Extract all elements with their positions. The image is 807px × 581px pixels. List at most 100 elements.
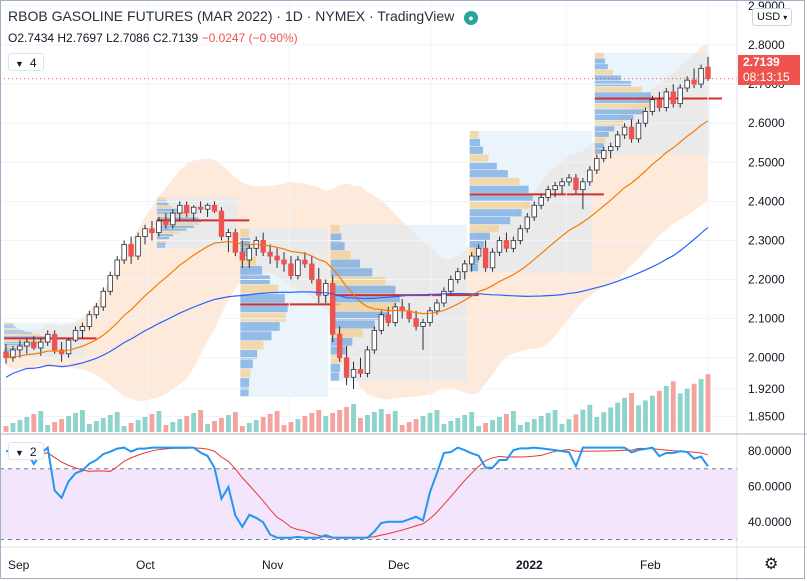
candle-body <box>364 349 371 374</box>
volume-profile-bar <box>469 177 520 186</box>
volume-bar <box>455 418 461 432</box>
candle-body <box>295 259 301 277</box>
volume-profile-bar <box>156 222 200 226</box>
candle-body <box>378 314 385 331</box>
volume-profile-bar <box>594 114 634 120</box>
volume-profile-bar <box>4 324 14 326</box>
price-tick-label: 2.2000 <box>748 273 785 287</box>
volume-bar <box>371 412 377 432</box>
rsi-pane[interactable]: 80.0000 60.0000 40.0000 Sep Oct Nov Dec 2022 Feb <box>0 435 807 581</box>
volume-bar <box>281 425 287 432</box>
volume-profile-bar <box>240 228 249 238</box>
volume-profile-bar <box>240 312 286 322</box>
volume-profile-bar <box>4 322 13 324</box>
candle-body <box>260 240 266 253</box>
currency-selector[interactable]: USD ▾ <box>752 8 792 26</box>
volume-bar <box>705 374 711 432</box>
volume-profile-bar <box>4 351 14 354</box>
gear-icon[interactable]: ⚙ <box>764 556 779 573</box>
volume-bar <box>295 419 301 432</box>
candle-body <box>128 243 134 257</box>
candle-body <box>552 185 558 191</box>
volume-bar <box>114 412 120 432</box>
candle-body <box>517 228 524 241</box>
volume-bar <box>524 422 530 432</box>
volume-profile-bar <box>240 266 263 275</box>
candle-body <box>580 181 586 191</box>
volume-bar <box>427 413 433 432</box>
volume-profile-bar <box>240 368 251 378</box>
indicators-toggle-rsi[interactable]: ▼ 2 <box>8 442 44 460</box>
candle-body <box>427 310 433 323</box>
candle-body <box>573 177 579 191</box>
volume-bar <box>121 426 127 432</box>
volume-bar <box>364 415 370 432</box>
symbol-title[interactable]: RBOB GASOLINE FUTURES (MAR 2022) · 1D · … <box>8 8 455 24</box>
volume-profile-bar <box>330 224 340 233</box>
candle-body <box>281 259 287 265</box>
volume-profile-bar <box>156 197 166 200</box>
volume-profile-bar <box>469 185 529 193</box>
indicator-count: 2 <box>29 445 37 459</box>
volume-profile-bar <box>594 97 655 104</box>
price-tick-label: 2.8000 <box>748 38 785 52</box>
candle-body <box>587 169 593 183</box>
price-tick-label: 2.6000 <box>748 116 785 130</box>
volume-bar <box>17 420 23 432</box>
indicators-toggle-main[interactable]: ▼ 4 <box>8 53 44 71</box>
candle-body <box>503 240 510 249</box>
candle-body <box>197 206 204 210</box>
candle-body <box>114 259 120 277</box>
volume-bar <box>107 415 113 432</box>
candle-body <box>496 240 503 253</box>
volume-profile-bar <box>594 75 621 81</box>
volume-bar <box>587 404 593 432</box>
candle-body <box>184 204 190 214</box>
volume-profile-bar <box>330 303 397 312</box>
candle-body <box>698 68 704 85</box>
candle-body <box>656 99 663 108</box>
volume-profile-bar <box>156 242 166 245</box>
volume-profile-bar <box>594 58 606 64</box>
close-value: C2.7139 <box>152 31 199 45</box>
open-value: O2.7434 <box>8 31 55 45</box>
volume-bar <box>622 397 628 432</box>
price-chart[interactable]: 2.90002.80002.70002.60002.50002.40002.30… <box>0 0 807 435</box>
volume-profile-bar <box>4 349 17 352</box>
volume-profile-bar <box>469 193 533 201</box>
volume-profile-bar <box>469 217 511 225</box>
volume-profile-bar <box>469 162 497 170</box>
volume-profile-bar <box>594 92 651 98</box>
candle-body <box>538 197 544 206</box>
rsi-line <box>6 445 709 539</box>
volume-bar <box>309 413 315 432</box>
candle-body <box>3 351 9 359</box>
candle-body <box>691 79 697 85</box>
volume-profile-bar <box>240 340 264 350</box>
candle-body <box>142 228 148 237</box>
volume-profile-bar <box>4 347 21 350</box>
volume-bar <box>59 419 65 432</box>
candle-body <box>316 279 322 296</box>
volume-bar <box>510 411 516 432</box>
volume-profile-bar <box>156 228 187 231</box>
price-tick-label: 1.9200 <box>748 382 785 396</box>
candle-body <box>51 333 58 351</box>
volume-profile-bar <box>469 170 508 178</box>
chevron-down-icon: ▾ <box>783 13 788 22</box>
candle-body <box>475 247 482 257</box>
volume-profile-bar <box>156 245 166 248</box>
volume-profile-bar <box>594 81 632 87</box>
candle-body <box>420 322 426 327</box>
volume-profile-bar <box>594 131 609 137</box>
candle-body <box>135 236 141 257</box>
candle-body <box>45 333 51 343</box>
candle-body <box>38 341 44 349</box>
volume-profile-bar <box>330 259 361 268</box>
volume-bar <box>399 425 405 432</box>
volume-bar <box>149 414 155 432</box>
volume-profile-bar <box>240 322 280 331</box>
volume-profile-bar <box>469 209 522 217</box>
volume-profile-bar <box>240 378 250 387</box>
volume-profile-bar <box>594 103 653 109</box>
